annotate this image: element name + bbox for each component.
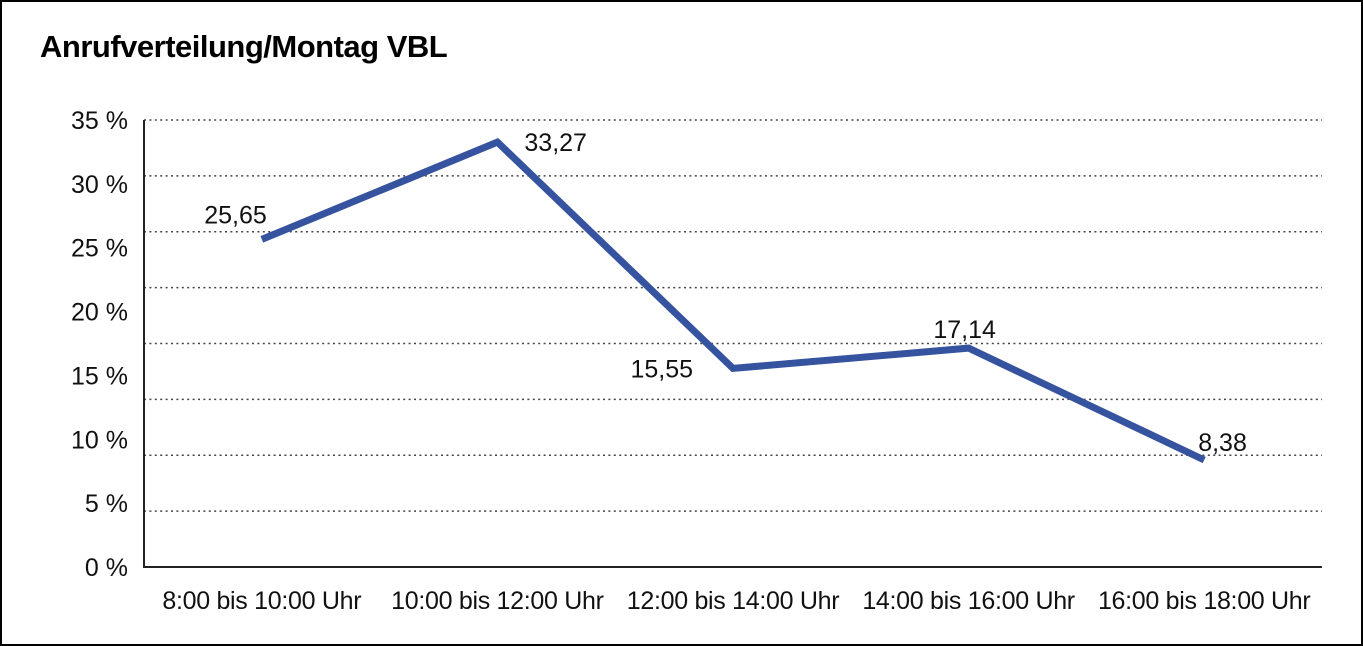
y-tick-label: 30 % [71,171,128,199]
y-tick-label: 35 % [71,107,128,135]
chart-line [260,137,1206,464]
data-label: 33,27 [524,129,587,157]
x-category-label: 8:00 bis 10:00 Uhr [162,587,361,615]
y-tick-label: 15 % [71,362,128,390]
chart-title: Anrufverteilung/Montag VBL [40,29,448,64]
data-label: 8,38 [1198,429,1247,457]
y-tick-label: 20 % [71,299,128,327]
x-category-label: 16:00 bis 18:00 Uhr [1098,587,1311,615]
x-category-label: 12:00 bis 14:00 Uhr [627,587,840,615]
x-category-label: 10:00 bis 12:00 Uhr [391,587,604,615]
data-label: 17,14 [933,316,996,344]
y-tick-label: 25 % [71,235,128,263]
y-tick-label: 5 % [85,490,128,518]
data-label: 15,55 [630,355,693,383]
y-tick-label: 0 % [85,554,128,582]
data-label: 25,65 [204,201,267,229]
y-tick-label: 10 % [71,426,128,454]
x-category-label: 14:00 bis 16:00 Uhr [862,587,1075,615]
